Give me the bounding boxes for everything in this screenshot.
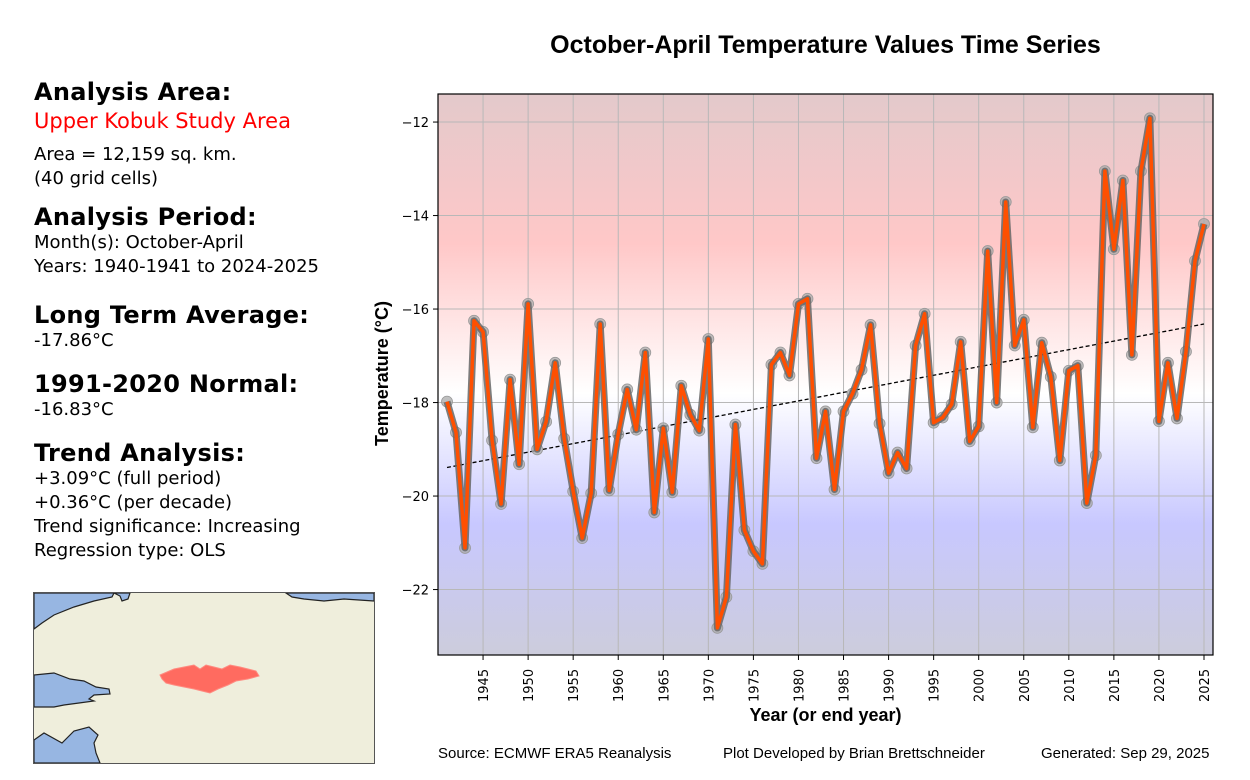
x-tick-label: 2010 bbox=[1063, 669, 1078, 702]
x-tick-label: 1950 bbox=[522, 669, 537, 702]
x-tick-label: 1995 bbox=[928, 669, 943, 702]
plot-frame bbox=[437, 93, 1214, 656]
locator-map bbox=[33, 592, 375, 764]
trend-full-period: +3.09°C (full period) bbox=[34, 468, 222, 489]
x-tick-label: 1955 bbox=[567, 669, 582, 702]
water-west-sound bbox=[34, 672, 111, 708]
x-tick-label: 2015 bbox=[1108, 669, 1123, 702]
area-size: Area = 12,159 sq. km. bbox=[34, 144, 237, 165]
x-tick-label: 1965 bbox=[657, 669, 672, 702]
y-tick-label: −16 bbox=[402, 303, 429, 318]
analysis-area-title: Analysis Area: bbox=[34, 78, 232, 106]
trend-line-group bbox=[446, 323, 1205, 469]
study-area-polygon bbox=[159, 664, 260, 694]
x-tick-label: 1985 bbox=[838, 669, 853, 702]
normal-value: -16.83°C bbox=[34, 399, 114, 420]
x-tick-label: 1980 bbox=[792, 669, 807, 702]
water-southwest bbox=[34, 726, 101, 763]
y-tick-label: −12 bbox=[402, 116, 429, 131]
y-tick-label: −22 bbox=[402, 584, 429, 599]
analysis-period-title: Analysis Period: bbox=[34, 203, 257, 231]
regression-type: Regression type: OLS bbox=[34, 540, 226, 561]
trend-significance: Trend significance: Increasing bbox=[34, 516, 301, 537]
y-tick-label: −14 bbox=[402, 210, 429, 225]
series-line bbox=[445, 116, 1206, 630]
x-tick-label: 1990 bbox=[883, 669, 898, 702]
x-tick-label: 2020 bbox=[1153, 669, 1168, 702]
years: Years: 1940-1941 to 2024-2025 bbox=[34, 256, 320, 277]
y-tick-label: −20 bbox=[402, 490, 429, 505]
months: Month(s): October-April bbox=[34, 232, 244, 253]
x-tick-label: 2005 bbox=[1018, 669, 1033, 702]
long-term-average-title: Long Term Average: bbox=[34, 301, 310, 329]
trend-line bbox=[446, 323, 1205, 469]
footer-source: Source: ECMWF ERA5 Reanalysis bbox=[438, 745, 672, 762]
y-tick-label: −18 bbox=[402, 397, 429, 412]
map-svg bbox=[34, 593, 374, 763]
grid-cells: (40 grid cells) bbox=[34, 168, 158, 189]
area-name: Upper Kobuk Study Area bbox=[34, 109, 291, 133]
water-northeast bbox=[284, 593, 374, 602]
normal-title: 1991-2020 Normal: bbox=[34, 370, 299, 398]
footer-developer: Plot Developed by Brian Brettschneider bbox=[723, 745, 985, 762]
axes: −22 −20 −18 −16 −14 −12 1945 1950 1955 1960 1965 19… bbox=[402, 116, 1213, 702]
y-axis-label: Temperature (°C) bbox=[372, 301, 392, 446]
trend-per-decade: +0.36°C (per decade) bbox=[34, 492, 233, 513]
x-tick-label: 2025 bbox=[1198, 669, 1213, 702]
trend-analysis-title: Trend Analysis: bbox=[34, 439, 246, 467]
water-northwest bbox=[34, 593, 115, 630]
x-axis-label: Year (or end year) bbox=[749, 705, 901, 725]
long-term-average: -17.86°C bbox=[34, 330, 114, 351]
water-north-inlet bbox=[113, 593, 131, 602]
x-tick-label: 1945 bbox=[477, 669, 492, 702]
x-tick-label: 1970 bbox=[702, 669, 717, 702]
x-tick-label: 1975 bbox=[747, 669, 762, 702]
plot-background bbox=[438, 94, 1213, 655]
x-tick-label: 1960 bbox=[612, 669, 627, 702]
chart-title: October-April Temperature Values Time Se… bbox=[550, 31, 1101, 59]
footer-generated: Generated: Sep 29, 2025 bbox=[1041, 745, 1210, 762]
series-group bbox=[441, 112, 1210, 634]
x-tick-label: 2000 bbox=[973, 669, 988, 702]
info-panel: Analysis Area: Upper Kobuk Study Area Ar… bbox=[34, 78, 384, 563]
